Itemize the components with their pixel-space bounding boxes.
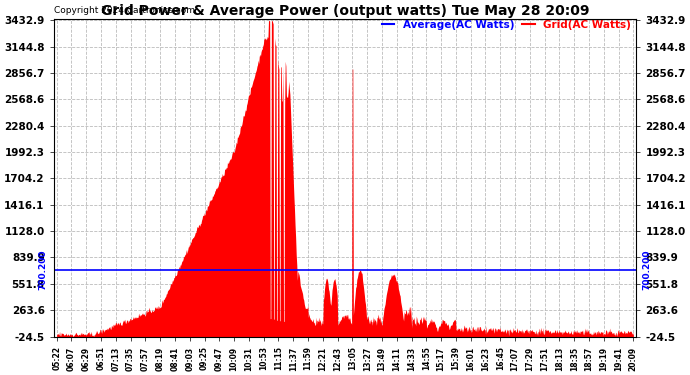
- Text: 700.200: 700.200: [642, 250, 651, 291]
- Text: 700.200: 700.200: [39, 250, 48, 291]
- Legend: Average(AC Watts), Grid(AC Watts): Average(AC Watts), Grid(AC Watts): [382, 20, 631, 30]
- Text: Copyright 2024 Cartronics.com: Copyright 2024 Cartronics.com: [54, 6, 195, 15]
- Title: Grid Power & Average Power (output watts) Tue May 28 20:09: Grid Power & Average Power (output watts…: [101, 4, 589, 18]
